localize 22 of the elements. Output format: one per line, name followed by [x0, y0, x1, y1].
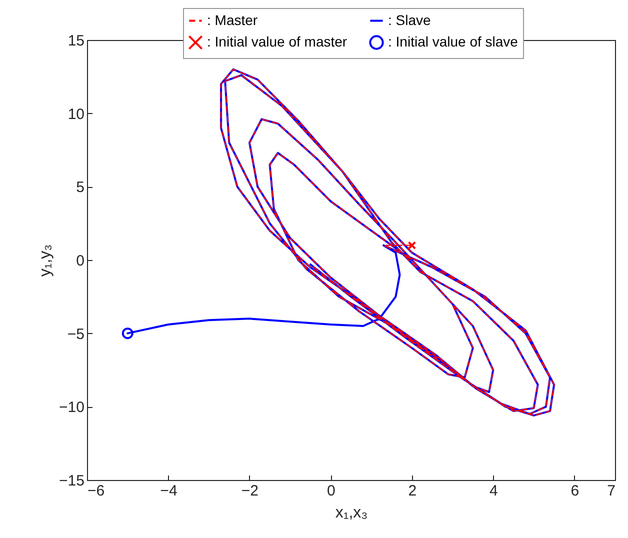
line-series [220, 68, 555, 416]
y-tick-label: 5 [76, 179, 84, 196]
x-tick-label: 6 [570, 482, 580, 500]
legend-label: : Master [207, 12, 258, 28]
x-tick-label: −2 [241, 482, 259, 500]
y-axis-title: y₁,y₃ [37, 244, 54, 277]
legend-label: : Slave [388, 12, 432, 28]
x-tick-label: −6 [88, 482, 105, 500]
x-tick-label: 7 [607, 482, 616, 500]
y-tick-label: 0 [76, 252, 84, 270]
x-tick-label: 2 [408, 482, 417, 500]
y-tick-label: −5 [67, 326, 84, 343]
x-tick-label: −4 [160, 482, 178, 500]
x-tick-label: 4 [489, 482, 498, 500]
y-tick-label: −10 [59, 399, 84, 416]
y-tick-label: 10 [68, 106, 84, 123]
x-axis-title: x₁,x₃ [335, 504, 368, 522]
y-tick-label: 15 [68, 32, 84, 50]
y-tick-label: −15 [59, 472, 84, 490]
legend-label: : Initial value of master [207, 34, 348, 50]
x-tick-label: 0 [327, 482, 336, 500]
legend-label: : Initial value of slave [388, 34, 518, 50]
